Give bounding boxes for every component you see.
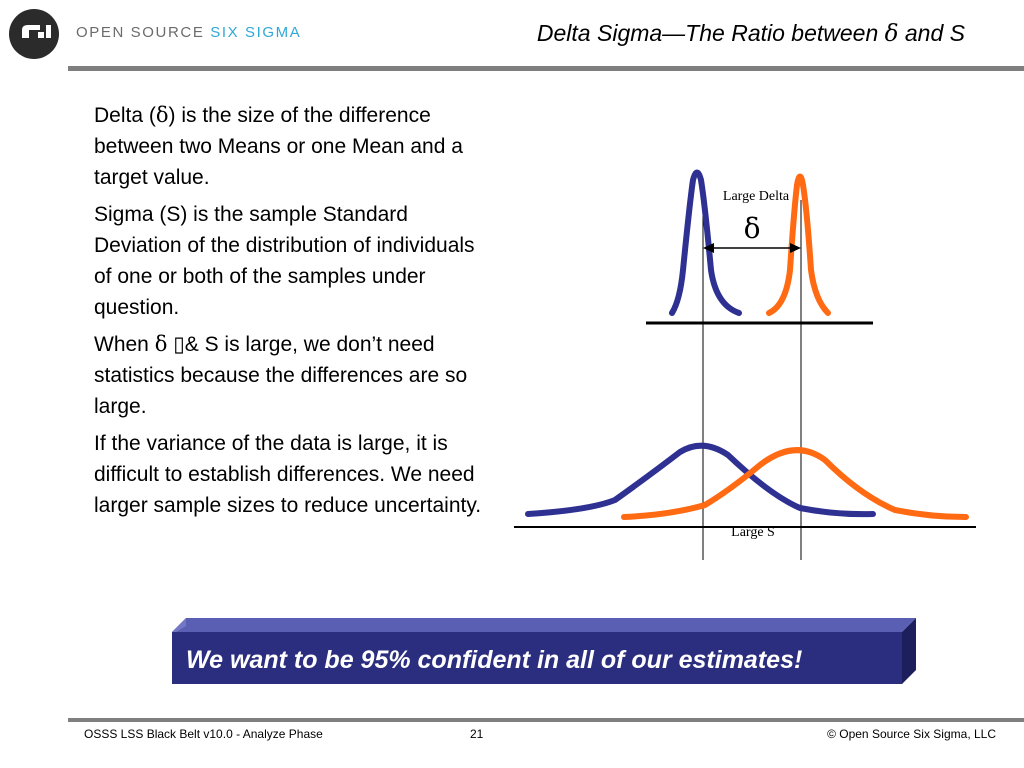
distribution-diagram: Large Delta δ Large S	[514, 169, 976, 560]
p3-delta-symbol: δ	[154, 332, 168, 356]
paragraph-sigma: Sigma (S) is the sample Standard Deviati…	[94, 203, 475, 319]
p3-pre: When	[94, 333, 155, 356]
header-divider	[68, 66, 1024, 71]
large-delta-label: Large Delta	[723, 189, 790, 204]
paragraph-delta: Delta (δ) is the size of the difference …	[94, 100, 486, 193]
body-text: Delta (δ) is the size of the difference …	[94, 100, 486, 527]
logo-icon	[9, 9, 59, 59]
title-text-post: and S	[898, 20, 965, 46]
footer-course-title: OSSS LSS Black Belt v10.0 - Analyze Phas…	[84, 727, 323, 741]
title-delta-symbol: δ	[884, 21, 899, 47]
large-s-label: Large S	[731, 525, 775, 540]
footer-page-number: 21	[470, 727, 484, 741]
wide-curve-blue	[525, 442, 876, 518]
wide-curve-orange	[621, 447, 969, 520]
narrow-curve-orange	[766, 173, 831, 316]
page-title: Delta Sigma—The Ratio between δ and S	[380, 20, 965, 47]
delta-arrow-right-head	[790, 243, 801, 253]
brand-accent: SIX SIGMA	[210, 24, 302, 41]
footer-copyright: © Open Source Six Sigma, LLC	[827, 727, 996, 741]
narrow-curve-blue	[669, 169, 742, 316]
callout-text: We want to be 95% confident in all of ou…	[186, 646, 803, 674]
paragraph-when: When δ ▯& S is large, we don’t need stat…	[94, 329, 486, 422]
p1-post: ) is the size of the difference between …	[94, 104, 463, 189]
callout-banner	[172, 618, 916, 684]
brand-wordmark: OPEN SOURCE SIX SIGMA	[76, 24, 301, 41]
delta-arrow-left-head	[703, 243, 714, 253]
brand-prefix: OPEN SOURCE	[76, 24, 211, 41]
footer-divider	[68, 718, 1024, 722]
diagram-delta-symbol: δ	[744, 212, 761, 245]
p1-delta-symbol: δ	[155, 103, 169, 127]
p1-pre: Delta (	[94, 104, 156, 127]
title-text-pre: Delta Sigma—The Ratio between	[536, 20, 885, 46]
paragraph-variance: If the variance of the data is large, it…	[94, 432, 482, 517]
p3-post: ▯& S is large, we don’t need statistics …	[94, 333, 468, 418]
